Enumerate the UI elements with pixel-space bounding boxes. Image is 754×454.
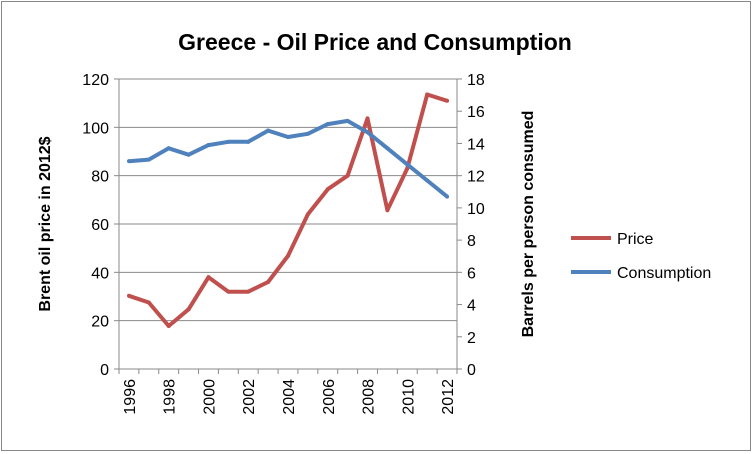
data-point-consumption <box>286 135 290 139</box>
y2-axis-label: Barrels per person consumed <box>520 111 537 338</box>
data-point-price <box>246 289 251 294</box>
data-point-price <box>305 212 310 217</box>
y2-tick-label: 6 <box>467 265 476 282</box>
data-point-price <box>126 293 131 298</box>
data-point-consumption <box>146 157 151 162</box>
data-point-price <box>345 173 350 178</box>
data-point-price <box>365 116 370 121</box>
data-point-consumption <box>445 194 450 199</box>
data-point-price <box>206 275 211 280</box>
y2-tick-label: 4 <box>467 298 476 315</box>
y-tick-label: 0 <box>100 362 109 379</box>
y2-tick-label: 8 <box>467 233 476 250</box>
x-tick-label: 1996 <box>122 379 139 415</box>
y-tick-label: 20 <box>91 314 109 331</box>
y-tick-label: 80 <box>91 169 109 186</box>
data-point-price <box>186 307 191 312</box>
x-tick-label: 2000 <box>201 379 218 415</box>
data-point-consumption <box>206 143 211 148</box>
data-point-price <box>425 92 430 97</box>
x-tick-label: 2010 <box>400 379 417 415</box>
data-point-consumption <box>186 152 191 157</box>
data-point-price <box>286 253 290 258</box>
data-point-price <box>226 289 231 294</box>
y2-tick-label: 18 <box>467 72 485 89</box>
x-tick-label: 2004 <box>281 379 298 415</box>
y-tick-label: 40 <box>91 265 109 282</box>
y2-tick-label: 2 <box>467 330 476 347</box>
data-point-consumption <box>246 139 251 144</box>
x-tick-label: 2006 <box>321 379 338 415</box>
data-point-price <box>166 323 171 328</box>
x-tick-label: 1998 <box>162 379 179 415</box>
data-point-price <box>266 280 271 284</box>
data-point-consumption <box>325 122 330 127</box>
y-axis-label: Brent oil price in 2012$ <box>37 136 54 311</box>
x-tick-label: 2002 <box>241 379 258 415</box>
data-point-price <box>445 98 450 103</box>
data-point-price <box>146 300 151 305</box>
y-tick-label: 100 <box>82 120 109 137</box>
y2-tick-label: 10 <box>467 201 485 218</box>
data-point-price <box>325 187 330 192</box>
data-point-consumption <box>305 131 310 136</box>
series-line-price <box>128 92 448 328</box>
y-tick-label: 60 <box>91 217 109 234</box>
x-tick-label: 2008 <box>361 379 378 415</box>
y-tick-label: 120 <box>82 72 109 89</box>
data-point-consumption <box>166 146 171 151</box>
y2-tick-label: 12 <box>467 169 485 186</box>
data-point-consumption <box>226 139 231 144</box>
legend-label: Consumption <box>617 265 711 282</box>
data-point-consumption <box>126 159 131 164</box>
data-point-consumption <box>385 146 390 151</box>
data-point-consumption <box>345 118 350 123</box>
y2-tick-label: 16 <box>467 104 485 121</box>
data-point-consumption <box>365 130 370 135</box>
legend-label: Price <box>617 231 654 248</box>
data-point-consumption <box>266 128 271 133</box>
y2-tick-label: 14 <box>467 136 485 153</box>
y2-tick-label: 0 <box>467 362 476 379</box>
x-tick-label: 2012 <box>440 379 457 415</box>
data-point-consumption <box>425 178 430 183</box>
chart-title: Greece - Oil Price and Consumption <box>178 29 572 55</box>
data-point-consumption <box>405 162 410 167</box>
data-point-price <box>385 208 390 213</box>
